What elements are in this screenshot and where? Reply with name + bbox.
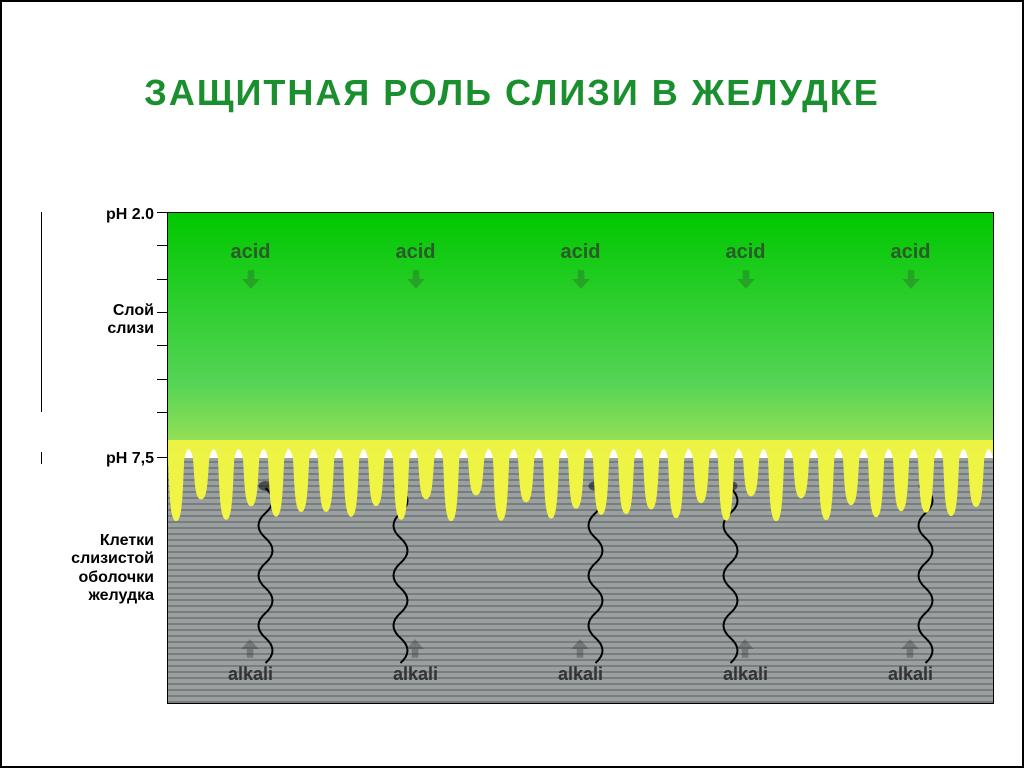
alkali-label: alkali: [558, 664, 603, 685]
tick: [157, 279, 167, 280]
alkali-item: alkali: [393, 638, 438, 685]
acid-item: acid: [890, 241, 930, 290]
acid-item: acid: [725, 241, 765, 290]
alkali-label: alkali: [888, 664, 933, 685]
down-arrow-icon: [735, 268, 757, 290]
alkali-row: alkali alkali alkali alkali alkali: [168, 638, 993, 685]
acid-label: acid: [395, 241, 435, 264]
tick: [157, 212, 167, 213]
tick: [157, 345, 167, 346]
diagram: pH 2.0 Слой слизи pH 7,5 Клетки слизисто…: [32, 212, 992, 702]
acid-item: acid: [560, 241, 600, 290]
tick: [157, 245, 167, 246]
down-arrow-icon: [405, 268, 427, 290]
alkali-label: alkali: [393, 664, 438, 685]
tick: [157, 379, 167, 380]
figure: acidacidacidacidacid alkalialkalialkalia…: [167, 212, 994, 704]
alkali-label: alkali: [723, 664, 768, 685]
acid-label: acid: [890, 241, 930, 264]
acid-label: acid: [230, 241, 270, 264]
label-ph-bottom: pH 7,5: [34, 450, 154, 468]
label-mucus-layer: Слой слизи: [34, 302, 154, 339]
label-ph-top: pH 2.0: [34, 206, 154, 224]
down-arrow-icon: [570, 268, 592, 290]
up-arrow-icon: [404, 638, 426, 660]
slide: ЗАЩИТНАЯ РОЛЬ СЛИЗИ В ЖЕЛУДКЕ pH 2.0 Сло…: [0, 0, 1024, 768]
down-arrow-icon: [240, 268, 262, 290]
up-arrow-icon: [239, 638, 261, 660]
alkali-item: alkali: [723, 638, 768, 685]
tick: [157, 312, 167, 313]
alkali-item: alkali: [888, 638, 933, 685]
down-arrow-icon: [900, 268, 922, 290]
acid-item: acid: [395, 241, 435, 290]
alkali-item: alkali: [228, 638, 273, 685]
up-arrow-icon: [899, 638, 921, 660]
tick: [157, 412, 167, 413]
up-arrow-icon: [734, 638, 756, 660]
ticks-top: [157, 212, 167, 412]
axis-line-bottom: [41, 452, 42, 464]
acid-item: acid: [230, 241, 270, 290]
slide-title: ЗАЩИТНАЯ РОЛЬ СЛИЗИ В ЖЕЛУДКЕ: [2, 72, 1022, 114]
alkali-label: alkali: [228, 664, 273, 685]
alkali-item: alkali: [558, 638, 603, 685]
acid-row: acid acid acid acid acid: [168, 241, 993, 290]
acid-label: acid: [725, 241, 765, 264]
label-cells: Клетки слизистой оболочки желудка: [34, 532, 154, 606]
tick-ph75: [157, 457, 167, 458]
acid-label: acid: [560, 241, 600, 264]
up-arrow-icon: [569, 638, 591, 660]
axis-line-top: [41, 212, 42, 412]
